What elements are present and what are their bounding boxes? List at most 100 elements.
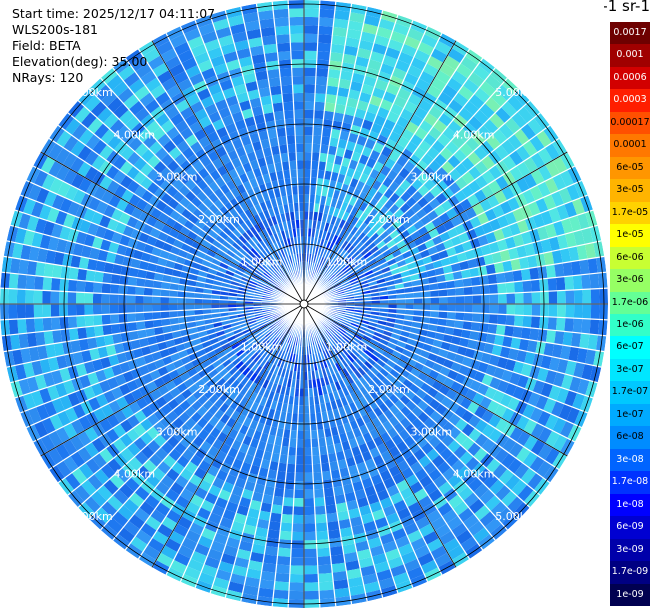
range-bin xyxy=(394,345,405,354)
range-bin xyxy=(342,377,351,387)
range-bin xyxy=(407,529,423,544)
range-bin xyxy=(245,516,259,527)
range-bin xyxy=(466,401,480,415)
range-bin xyxy=(151,296,161,304)
range-bin xyxy=(388,294,397,300)
range-bin xyxy=(514,292,524,304)
range-bin xyxy=(543,397,557,414)
colorbar-tick: 3e-08 xyxy=(610,448,650,472)
range-bin xyxy=(264,442,275,453)
range-bin xyxy=(314,194,322,204)
range-bin xyxy=(363,392,374,404)
range-bin xyxy=(545,160,560,178)
range-bin xyxy=(379,354,389,364)
colorbar-tick: 1.7e-08 xyxy=(610,471,650,494)
range-bin xyxy=(34,275,44,291)
range-bin xyxy=(278,321,287,328)
range-bin xyxy=(311,446,320,456)
range-bin xyxy=(304,557,318,566)
range-bin xyxy=(394,197,406,209)
range-bin xyxy=(535,253,546,267)
range-bin xyxy=(496,84,513,101)
range-bin xyxy=(464,388,478,402)
range-bin xyxy=(16,289,26,304)
range-bin xyxy=(309,185,317,195)
range-bin xyxy=(126,442,141,457)
range-bin xyxy=(547,277,557,292)
range-bin xyxy=(280,522,293,532)
range-bin xyxy=(304,151,312,161)
range-bin xyxy=(556,358,569,374)
range-bin xyxy=(460,536,478,552)
range-bin xyxy=(275,564,291,574)
range-bin xyxy=(179,488,195,502)
range-bin xyxy=(326,327,334,336)
range-bin xyxy=(271,346,279,356)
range-bin xyxy=(383,199,395,210)
range-bin xyxy=(315,514,327,524)
range-bin xyxy=(345,331,354,339)
colorbar-tick: 1e-05 xyxy=(610,224,650,247)
range-bin xyxy=(274,479,286,489)
range-bin xyxy=(323,269,331,278)
range-bin xyxy=(570,332,582,348)
range-bin xyxy=(514,304,524,316)
range-bin xyxy=(381,334,391,342)
range-bin xyxy=(417,41,435,56)
range-bin xyxy=(300,371,304,381)
range-bin xyxy=(75,304,85,316)
range-bin xyxy=(8,288,18,304)
range-bin xyxy=(508,181,523,197)
range-bin xyxy=(589,273,600,289)
range-bin xyxy=(494,334,505,347)
range-bin xyxy=(326,512,339,523)
range-bin xyxy=(498,468,514,485)
range-bin xyxy=(328,365,335,375)
range-bin xyxy=(258,386,267,397)
range-bin xyxy=(285,126,296,136)
range-bin xyxy=(280,445,289,456)
range-bin xyxy=(317,246,323,256)
range-bin xyxy=(338,327,347,334)
range-bin xyxy=(304,42,318,51)
range-bin xyxy=(501,407,515,423)
range-bin xyxy=(247,349,257,358)
range-bin xyxy=(327,223,335,233)
range-bin xyxy=(468,179,482,194)
range-bin xyxy=(328,233,335,243)
range-bin xyxy=(135,312,145,322)
range-bin xyxy=(495,272,506,284)
range-bin xyxy=(292,404,299,414)
range-bin xyxy=(246,568,262,580)
range-bin xyxy=(358,201,369,212)
range-bin xyxy=(374,79,389,92)
range-bin xyxy=(304,379,309,389)
range-bin xyxy=(319,238,325,248)
range-bin xyxy=(396,507,412,520)
range-bin xyxy=(276,358,283,368)
colorbar-tick: 3e-07 xyxy=(610,358,650,382)
range-bin xyxy=(343,356,352,366)
range-bin xyxy=(325,260,332,269)
range-bin xyxy=(315,186,323,196)
range-bin xyxy=(419,474,434,489)
range-bin xyxy=(415,516,431,530)
range-bin xyxy=(330,554,345,565)
range-bin xyxy=(413,488,429,502)
range-bin xyxy=(118,294,127,304)
range-bin xyxy=(272,102,284,113)
range-bin xyxy=(473,370,486,383)
range-bin xyxy=(217,561,235,574)
range-bin xyxy=(332,26,348,38)
range-bin xyxy=(381,248,392,258)
range-label: 3.00km xyxy=(156,425,198,438)
range-bin xyxy=(343,317,353,323)
range-bin xyxy=(452,479,468,495)
range-bin xyxy=(399,394,411,406)
range-bin xyxy=(362,373,372,383)
range-bin xyxy=(236,373,246,383)
range-bin xyxy=(282,101,294,111)
range-bin xyxy=(561,373,574,391)
range-bin xyxy=(317,429,326,439)
range-bin xyxy=(314,344,320,353)
